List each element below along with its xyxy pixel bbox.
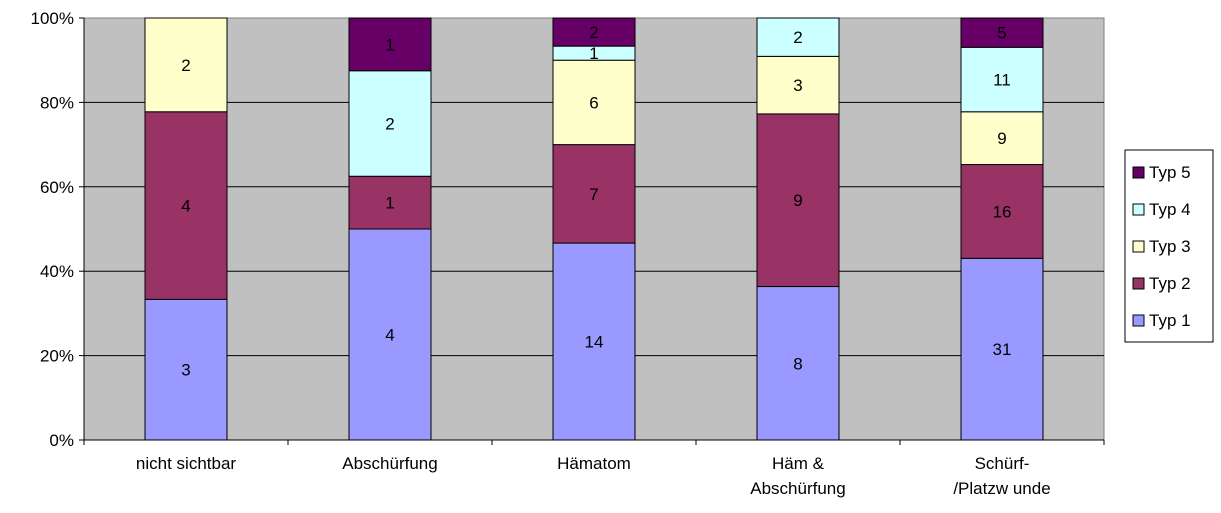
data-label: 1 [385, 35, 394, 54]
legend-swatch [1132, 277, 1145, 290]
bar-segment [960, 17, 1044, 48]
legend-label: Typ 2 [1149, 274, 1191, 293]
bar-segment [960, 111, 1044, 166]
legend-swatch [1132, 240, 1145, 253]
data-label: 14 [585, 333, 604, 352]
data-label: 8 [793, 354, 802, 373]
data-label: 31 [993, 340, 1012, 359]
data-label: 4 [385, 326, 394, 345]
y-tick-label: 100% [31, 9, 74, 28]
x-tick-label: Schürf- [975, 454, 1030, 473]
data-label: 2 [385, 115, 394, 134]
bar-segment [960, 46, 1044, 113]
data-label: 9 [793, 191, 802, 210]
data-label: 2 [589, 23, 598, 42]
x-tick-label: Abschürfung [750, 479, 845, 498]
bar-segment [348, 17, 432, 72]
axes: 0% 20% 40% 60% 80% 100% nicht sichtbar Abschürf… [31, 9, 1105, 498]
legend-label: Typ 5 [1149, 163, 1191, 182]
bar-segment [144, 111, 228, 300]
bar-segment [960, 164, 1044, 259]
data-label: 11 [993, 71, 1011, 90]
y-tick-label: 20% [40, 347, 74, 366]
data-label: 2 [181, 56, 190, 75]
bar-segment [552, 59, 636, 146]
legend: Typ 5 Typ 4 Typ 3 Typ 2 Typ 1 [1124, 149, 1214, 343]
x-tick-label: Häm & [772, 454, 825, 473]
legend-swatch [1132, 203, 1145, 216]
y-tick-label: 0% [49, 431, 74, 450]
bar-segment [756, 113, 840, 288]
data-label: 1 [385, 194, 394, 213]
x-tick-label: Hämatom [557, 454, 631, 473]
bar-segment [960, 257, 1044, 441]
legend-label: Typ 3 [1149, 237, 1191, 256]
data-label: 4 [181, 197, 190, 216]
legend-swatch [1132, 166, 1145, 179]
data-label: 3 [181, 361, 190, 380]
data-label: 7 [589, 185, 598, 204]
data-label: 6 [589, 93, 598, 112]
data-label: 16 [993, 202, 1012, 221]
data-label: 3 [793, 76, 802, 95]
legend-label: Typ 1 [1149, 311, 1191, 330]
x-tick-label: Abschürfung [342, 454, 437, 473]
data-label: 9 [997, 129, 1006, 148]
data-label: 1 [589, 44, 598, 63]
y-tick-label: 40% [40, 262, 74, 281]
x-tick-label: nicht sichtbar [136, 454, 236, 473]
bar-segment [756, 55, 840, 115]
data-label: 2 [793, 28, 802, 47]
y-tick-label: 60% [40, 178, 74, 197]
x-tick-label: /Platzw unde [953, 479, 1050, 498]
bar-segment [144, 17, 228, 113]
bar-segment [348, 70, 432, 177]
bar-segment [552, 144, 636, 244]
bar-segment [348, 175, 432, 230]
y-tick-label: 80% [40, 93, 74, 112]
legend-swatch [1132, 314, 1145, 327]
bar-segment [552, 17, 636, 47]
data-label: 5 [997, 24, 1006, 43]
legend-label: Typ 4 [1149, 200, 1191, 219]
bar-segment [756, 17, 840, 57]
